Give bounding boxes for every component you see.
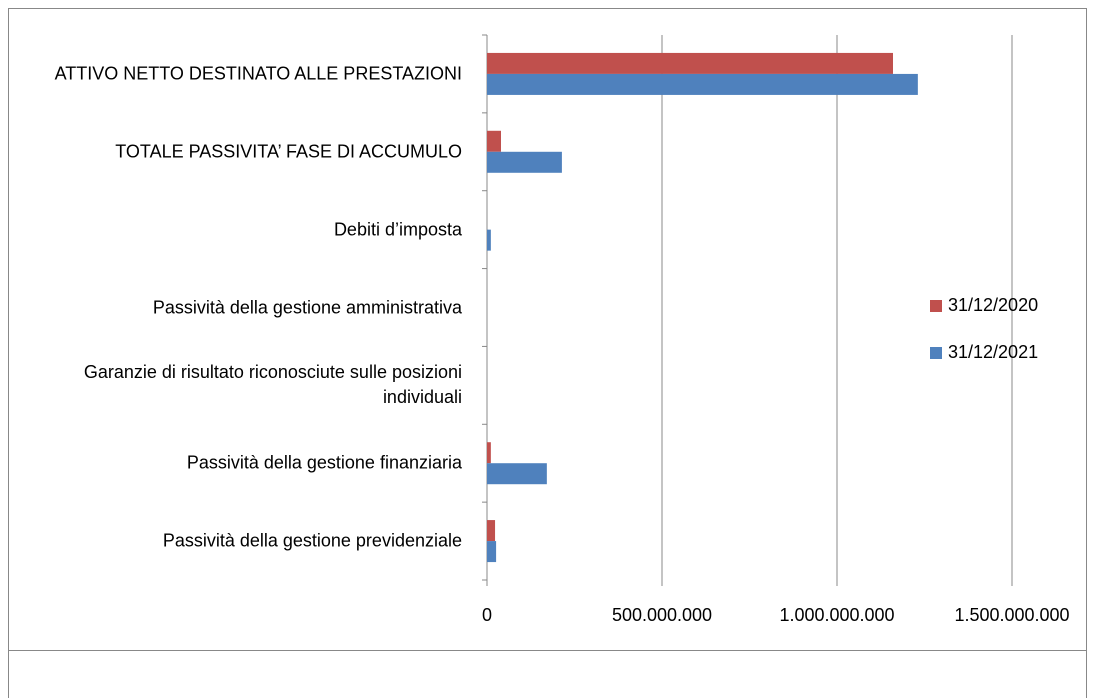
- bar: [487, 541, 497, 563]
- y-tick-label: ATTIVO NETTO DESTINATO ALLE PRESTAZIONI: [54, 63, 462, 84]
- bar: [487, 73, 918, 95]
- bar: [487, 229, 491, 251]
- bar: [487, 52, 893, 74]
- bar: [487, 463, 547, 485]
- x-tick-label: 500.000.000: [612, 605, 712, 625]
- y-tick-label: Passività della gestione amministrativa: [152, 297, 462, 317]
- legend-label: 31/12/2020: [948, 295, 1038, 315]
- legend-label: 31/12/2021: [948, 342, 1038, 362]
- bar: [487, 130, 501, 152]
- bar: [487, 520, 496, 542]
- y-tick-label: Passività della gestione finanziaria: [186, 452, 462, 473]
- legend-swatch: [930, 347, 942, 359]
- y-tick-label: TOTALE PASSIVITA’ FASE DI ACCUMULO: [115, 141, 462, 162]
- x-tick-label: 1.000.000.000: [779, 605, 894, 625]
- x-tick-label: 0: [482, 605, 492, 625]
- bar: [487, 151, 562, 173]
- y-tick-label: Passività della gestione previdenziale: [162, 530, 462, 551]
- frame: [8, 8, 1087, 698]
- legend-swatch: [930, 300, 942, 312]
- y-tick-label: Garanzie di risultato riconosciute sulle…: [83, 362, 462, 408]
- bar: [487, 442, 491, 464]
- x-tick-label: 1.500.000.000: [954, 605, 1069, 625]
- y-tick-label: Debiti d’imposta: [333, 219, 462, 240]
